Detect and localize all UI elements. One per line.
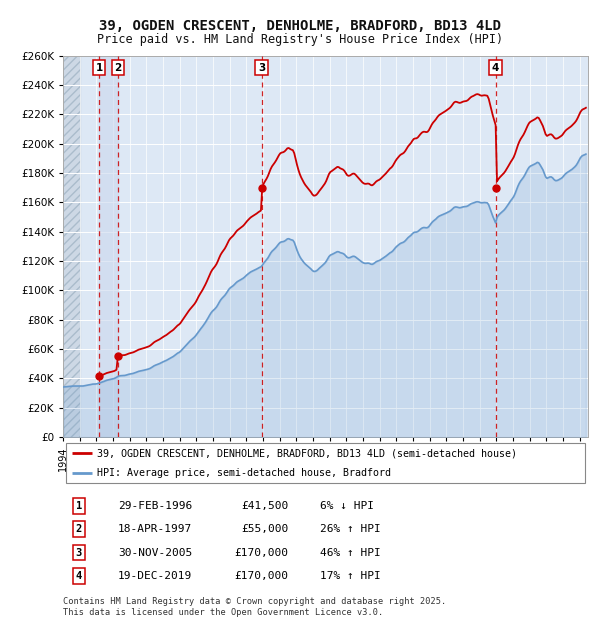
Text: 30-NOV-2005: 30-NOV-2005	[118, 547, 193, 557]
Bar	[63, 56, 80, 437]
Text: £170,000: £170,000	[235, 571, 289, 581]
Text: 39, OGDEN CRESCENT, DENHOLME, BRADFORD, BD13 4LD (semi-detached house): 39, OGDEN CRESCENT, DENHOLME, BRADFORD, …	[97, 448, 517, 458]
Text: 17% ↑ HPI: 17% ↑ HPI	[320, 571, 381, 581]
Text: 6% ↓ HPI: 6% ↓ HPI	[320, 500, 374, 511]
Text: 46% ↑ HPI: 46% ↑ HPI	[320, 547, 381, 557]
Text: 1: 1	[95, 63, 103, 73]
Text: 1: 1	[76, 500, 82, 511]
Text: Contains HM Land Registry data © Crown copyright and database right 2025.
This d: Contains HM Land Registry data © Crown c…	[63, 598, 446, 617]
Text: 3: 3	[76, 547, 82, 557]
Text: 4: 4	[492, 63, 499, 73]
Text: 29-FEB-1996: 29-FEB-1996	[118, 500, 193, 511]
Text: 26% ↑ HPI: 26% ↑ HPI	[320, 524, 381, 534]
Bar	[99, 56, 118, 437]
Text: HPI: Average price, semi-detached house, Bradford: HPI: Average price, semi-detached house,…	[97, 468, 391, 478]
Bar	[63, 56, 80, 437]
Text: 2: 2	[76, 524, 82, 534]
Text: 18-APR-1997: 18-APR-1997	[118, 524, 193, 534]
Text: £55,000: £55,000	[241, 524, 289, 534]
Text: 3: 3	[258, 63, 265, 73]
Text: £41,500: £41,500	[241, 500, 289, 511]
Text: 19-DEC-2019: 19-DEC-2019	[118, 571, 193, 581]
Text: 39, OGDEN CRESCENT, DENHOLME, BRADFORD, BD13 4LD: 39, OGDEN CRESCENT, DENHOLME, BRADFORD, …	[99, 19, 501, 33]
Text: 4: 4	[76, 571, 82, 581]
Text: £170,000: £170,000	[235, 547, 289, 557]
Text: 2: 2	[114, 63, 121, 73]
FancyBboxPatch shape	[65, 443, 586, 483]
Text: Price paid vs. HM Land Registry's House Price Index (HPI): Price paid vs. HM Land Registry's House …	[97, 33, 503, 46]
